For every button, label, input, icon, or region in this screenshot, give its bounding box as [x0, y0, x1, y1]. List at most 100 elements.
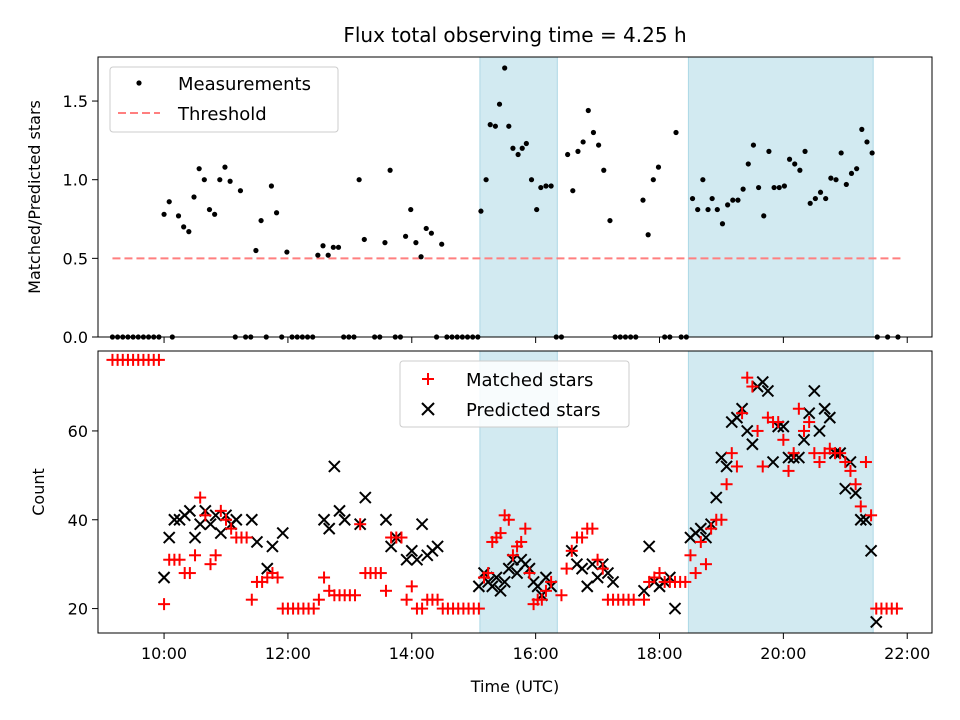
top-y-ticks: 0.0 0.5 1.0 1.5	[63, 92, 98, 347]
measurement-point	[596, 142, 602, 148]
matched-star-point	[183, 567, 196, 580]
matched-star-point	[318, 571, 331, 584]
y-tick-label: 1.5	[63, 92, 88, 111]
measurement-point	[506, 123, 512, 129]
matched-star-point	[849, 478, 862, 491]
matched-star-point	[596, 562, 609, 575]
measurement-point	[580, 139, 586, 145]
measurement-point	[843, 181, 849, 188]
x-tick-label: 22:00	[884, 644, 930, 663]
predicted-star-point	[797, 433, 811, 447]
measurement-point	[502, 65, 508, 71]
predicted-star-point	[333, 504, 346, 518]
matched-star-point	[591, 553, 604, 566]
predicted-star-point	[694, 522, 707, 535]
measurement-point	[413, 240, 419, 246]
measurement-point	[735, 197, 741, 203]
predicted-star-point	[193, 517, 207, 531]
measurement-point	[823, 195, 829, 202]
measurement-point	[745, 161, 751, 167]
top-axes-frame	[97, 56, 933, 338]
matched-star-point	[720, 478, 733, 491]
matched-star-point	[240, 531, 253, 544]
measurement-point	[709, 195, 715, 202]
measurement-point	[854, 166, 860, 172]
predicted-star-point	[746, 438, 759, 451]
measurement-point	[315, 252, 321, 258]
measurement-point	[253, 247, 259, 254]
measurement-point	[418, 254, 424, 260]
matched-star-point	[158, 598, 171, 611]
measurement-point	[714, 206, 720, 213]
predicted-star-point	[245, 513, 259, 526]
predicted-star-point	[802, 406, 816, 420]
measurement-point	[320, 243, 326, 249]
measurement-point	[828, 175, 834, 181]
matched-star-point	[772, 416, 785, 429]
measurement-point	[797, 167, 803, 173]
x-tick-label: 14:00	[389, 644, 435, 663]
predicted-star-point	[818, 402, 831, 415]
matched-star-point	[689, 567, 702, 580]
shaded-interval	[479, 56, 558, 338]
matched-star-point	[576, 531, 589, 544]
matched-star-point	[199, 509, 212, 522]
matched-star-point	[679, 575, 692, 588]
legend-matched-label: Matched stars	[466, 370, 593, 391]
measurement-point	[510, 145, 516, 151]
matched-star-point	[653, 567, 666, 580]
matched-star-point	[638, 593, 651, 606]
matched-star-point	[565, 544, 578, 557]
matched-star-point	[271, 571, 284, 584]
predicted-star-point	[668, 602, 682, 615]
predicted-star-point	[606, 575, 620, 589]
measurement-point	[848, 170, 855, 177]
predicted-star-point	[415, 517, 429, 531]
predicted-star-point	[230, 513, 243, 526]
matched-star-point	[560, 562, 573, 575]
matched-star-point	[736, 407, 749, 420]
matched-star-point	[787, 447, 800, 460]
matched-star-point	[813, 456, 826, 469]
matched-star-point	[890, 602, 903, 615]
legend-threshold-label: Threshold	[177, 104, 267, 125]
matched-star-point	[694, 535, 707, 548]
matched-star-point	[684, 549, 697, 562]
predicted-star-point	[494, 584, 507, 598]
matched-star-point	[834, 447, 847, 460]
measurement-point	[161, 211, 167, 217]
predicted-star-point	[854, 513, 867, 526]
measurement-point	[523, 140, 529, 147]
predicted-star-point	[756, 375, 769, 389]
measurement-point	[496, 101, 503, 107]
predicted-star-point	[405, 544, 418, 558]
measurement-point	[408, 206, 414, 213]
measurement-point	[575, 148, 581, 154]
predicted-star-point	[766, 455, 780, 469]
measurement-point	[325, 252, 331, 258]
matched-star-point	[395, 531, 408, 544]
measurement-point	[655, 164, 662, 170]
matched-star-point	[245, 593, 258, 606]
x-tick-label: 16:00	[513, 644, 559, 663]
measurement-point	[191, 194, 197, 200]
measurements-points	[109, 65, 901, 340]
matched-star-point	[494, 527, 507, 540]
measurement-point	[528, 177, 535, 183]
measurement-point	[864, 139, 870, 145]
predicted-star-point	[384, 540, 398, 553]
predicted-star-point	[157, 571, 171, 584]
matched-star-point	[741, 371, 754, 384]
measurement-point	[423, 225, 429, 232]
predicted-star-point	[317, 513, 331, 526]
measurement-point	[725, 202, 731, 208]
measurement-point	[650, 177, 656, 183]
measurement-point	[258, 217, 264, 224]
measurement-point	[166, 199, 172, 205]
predicted-star-point	[359, 491, 372, 504]
bottom-y-ticks: 20 40 60	[68, 422, 98, 619]
top-shaded-intervals	[479, 56, 874, 338]
predicted-star-point	[379, 513, 393, 526]
bottom-x-label: Time (UTC)	[470, 677, 559, 696]
measurement-point	[695, 206, 701, 213]
